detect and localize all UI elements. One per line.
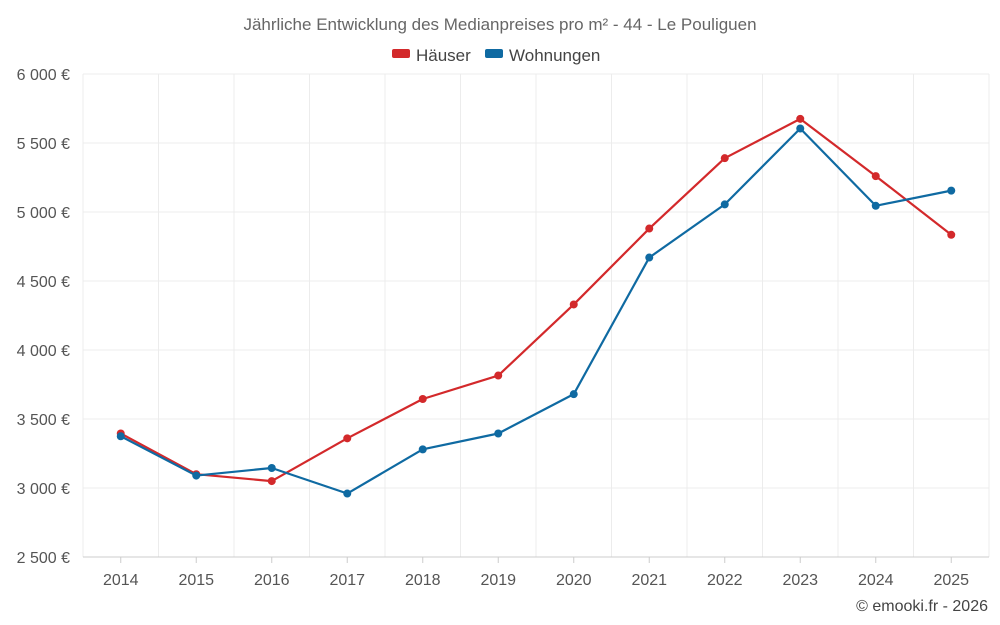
x-tick-label: 2023 bbox=[782, 572, 818, 589]
data-point[interactable] bbox=[871, 201, 880, 210]
series-line[interactable] bbox=[120, 127, 952, 495]
axis-layer: 2 500 € 3 000 € 3 500 € 4 000 € 4 500 € 5 000… bbox=[17, 67, 989, 589]
y-tick-label: 5 500 € bbox=[17, 136, 70, 153]
data-point[interactable] bbox=[569, 300, 578, 309]
x-tick-label: 2014 bbox=[103, 572, 139, 589]
grid-layer bbox=[82, 73, 990, 558]
y-tick-label: 5 000 € bbox=[17, 205, 70, 222]
data-point[interactable] bbox=[267, 463, 276, 472]
data-point[interactable] bbox=[569, 390, 578, 399]
legend-swatch-haeuser[interactable] bbox=[392, 49, 410, 58]
legend-swatch-wohnungen[interactable] bbox=[485, 49, 503, 58]
x-tick-label: 2015 bbox=[178, 572, 214, 589]
y-tick-label: 2 500 € bbox=[17, 550, 70, 567]
series-line[interactable] bbox=[120, 117, 952, 483]
data-point[interactable] bbox=[267, 477, 276, 486]
data-point[interactable] bbox=[343, 434, 352, 443]
data-point[interactable] bbox=[192, 471, 201, 480]
data-point[interactable] bbox=[494, 429, 503, 438]
legend: Häuser Wohnungen bbox=[392, 46, 600, 65]
x-tick-label: 2022 bbox=[707, 572, 743, 589]
series-wohnungen bbox=[116, 124, 956, 498]
data-point[interactable] bbox=[418, 394, 427, 403]
data-point[interactable] bbox=[343, 489, 352, 498]
y-tick-label: 4 500 € bbox=[17, 274, 70, 291]
series-layer bbox=[116, 114, 956, 498]
data-point[interactable] bbox=[871, 172, 880, 181]
data-point[interactable] bbox=[720, 154, 729, 163]
data-point[interactable] bbox=[947, 186, 956, 195]
data-point[interactable] bbox=[720, 200, 729, 209]
y-tick-label: 3 000 € bbox=[17, 481, 70, 498]
chart-title: Jährliche Entwicklung des Medianpreises … bbox=[243, 15, 756, 34]
credit: © emooki.fr - 2026 bbox=[856, 598, 988, 615]
y-tick-label: 6 000 € bbox=[17, 67, 70, 84]
x-tick-label: 2020 bbox=[556, 572, 592, 589]
data-point[interactable] bbox=[645, 224, 654, 233]
y-tick-label: 3 500 € bbox=[17, 412, 70, 429]
x-tick-label: 2019 bbox=[480, 572, 516, 589]
y-tick-label: 4 000 € bbox=[17, 343, 70, 360]
data-point[interactable] bbox=[645, 253, 654, 262]
legend-label-haeuser[interactable]: Häuser bbox=[416, 46, 471, 65]
data-point[interactable] bbox=[116, 432, 125, 441]
data-point[interactable] bbox=[494, 371, 503, 380]
x-tick-label: 2024 bbox=[858, 572, 894, 589]
x-tick-label: 2025 bbox=[933, 572, 969, 589]
legend-label-wohnungen[interactable]: Wohnungen bbox=[509, 46, 600, 65]
data-point[interactable] bbox=[418, 445, 427, 454]
data-point[interactable] bbox=[796, 124, 805, 133]
x-tick-label: 2017 bbox=[329, 572, 365, 589]
data-point[interactable] bbox=[796, 114, 805, 123]
x-tick-label: 2018 bbox=[405, 572, 441, 589]
x-tick-label: 2016 bbox=[254, 572, 290, 589]
data-point[interactable] bbox=[947, 230, 956, 239]
x-tick-label: 2021 bbox=[631, 572, 667, 589]
